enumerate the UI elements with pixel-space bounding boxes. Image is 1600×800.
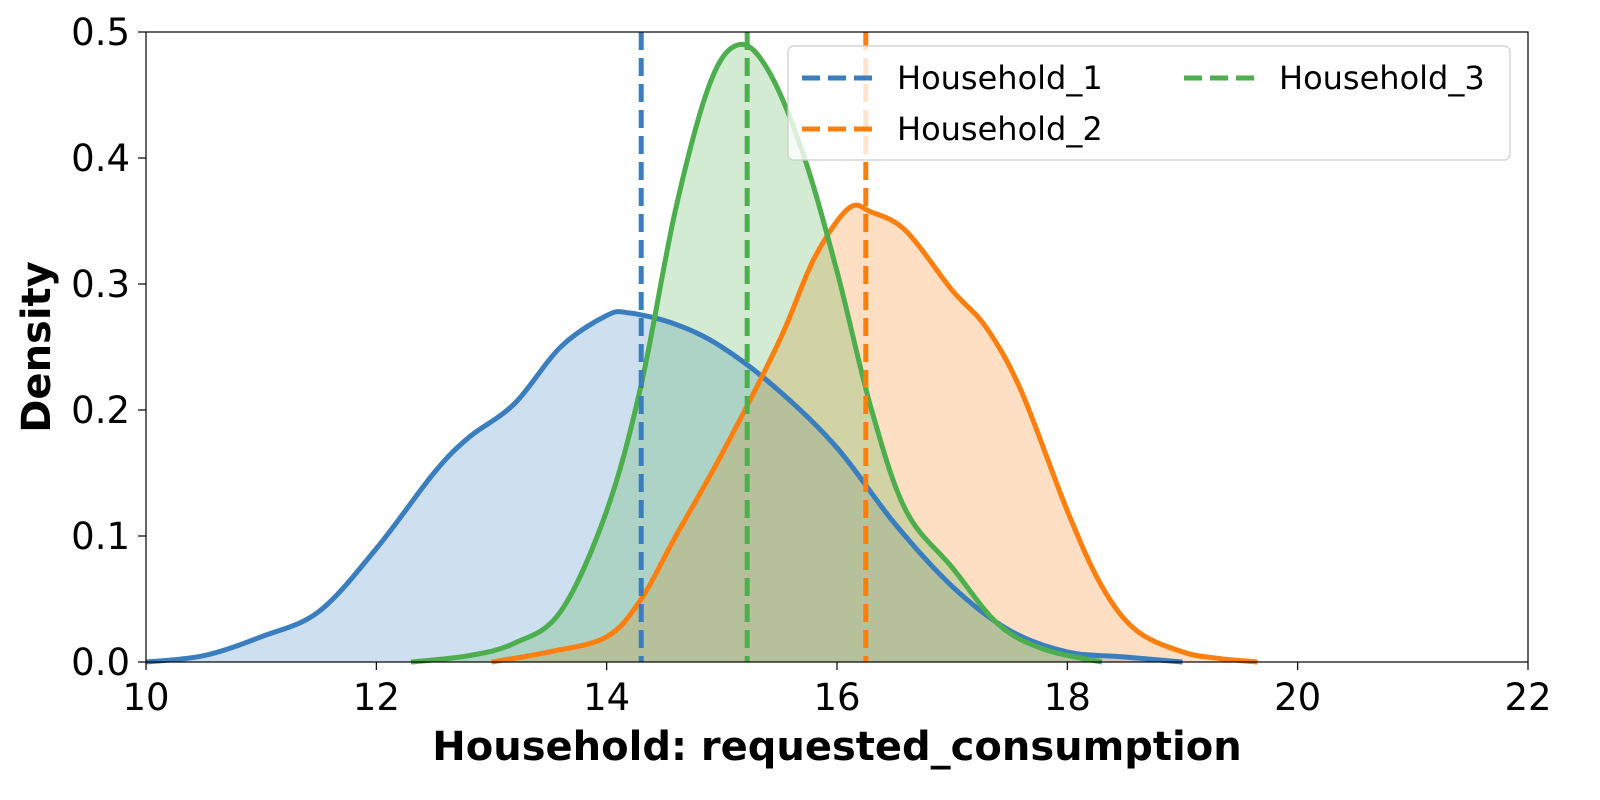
y-tick-label: 0.5 <box>71 11 130 54</box>
density-curve-2 <box>491 202 1258 665</box>
y-axis-label: Density <box>14 261 60 433</box>
x-tick-label: 16 <box>813 676 860 719</box>
y-tick-label: 0.1 <box>71 515 130 558</box>
x-tick-label: 14 <box>583 676 630 719</box>
legend-label-3: Household_3 <box>1279 59 1485 97</box>
x-axis-label: Household: requested_consumption <box>432 724 1241 770</box>
x-tick-label: 20 <box>1274 676 1321 719</box>
x-tick-label: 12 <box>353 676 400 719</box>
density-fills <box>146 44 1258 662</box>
y-tick-label: 0.4 <box>71 137 130 180</box>
y-axis-ticks: 0.0 0.1 0.2 0.3 0.4 0.5 <box>71 11 146 684</box>
y-tick-label: 0.0 <box>71 641 130 684</box>
x-axis-ticks: 10 12 14 16 18 20 22 <box>122 662 1552 719</box>
density-fill-1 <box>146 311 1183 662</box>
density-fill-3 <box>410 44 1102 662</box>
y-tick-label: 0.2 <box>71 389 130 432</box>
x-tick-label: 22 <box>1504 676 1551 719</box>
legend: Household_1 Household_2 Household_3 <box>787 45 1511 161</box>
legend-label-2: Household_2 <box>897 110 1103 148</box>
density-fill-2 <box>491 205 1258 662</box>
density-curve-1 <box>145 309 1183 665</box>
legend-label-1: Household_1 <box>897 59 1103 97</box>
legend-box <box>787 45 1511 161</box>
x-tick-label: 18 <box>1044 676 1091 719</box>
x-tick-label: 10 <box>122 676 169 719</box>
y-tick-label: 0.3 <box>71 263 130 306</box>
